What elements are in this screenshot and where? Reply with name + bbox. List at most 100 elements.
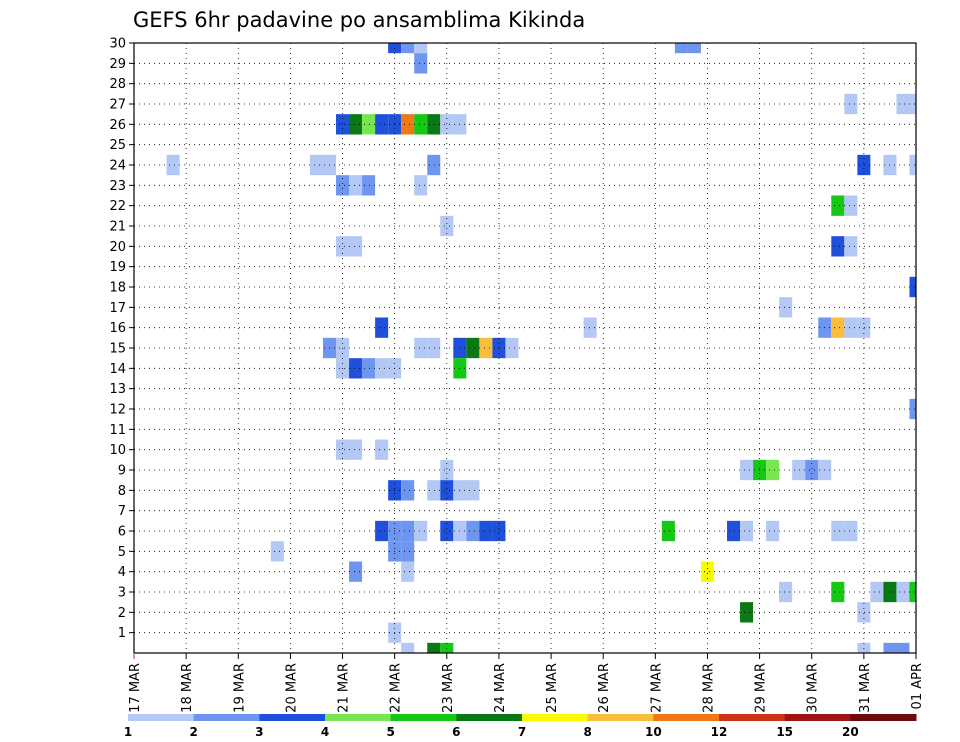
- y-tick-label: 8: [118, 484, 126, 499]
- precip-cell: [831, 195, 845, 216]
- y-tick-label: 16: [109, 321, 126, 336]
- precip-cell: [466, 480, 480, 501]
- precip-cell: [270, 541, 284, 562]
- colorbar-label: 12: [711, 725, 728, 739]
- y-tick-label: 3: [118, 586, 126, 601]
- precip-cell: [427, 480, 441, 501]
- y-tick-label: 26: [109, 118, 126, 133]
- precip-cell: [492, 520, 506, 542]
- precip-cell: [700, 561, 714, 582]
- precip-cell: [336, 236, 350, 257]
- precip-cell: [440, 642, 454, 653]
- precip-cell: [401, 520, 415, 542]
- colorbar-label: 7: [518, 725, 526, 739]
- precip-cell: [336, 175, 350, 196]
- colorbar-swatch: [456, 714, 523, 721]
- precip-cell: [831, 581, 845, 603]
- precip-cell: [440, 480, 454, 501]
- y-tick-label: 2: [118, 606, 126, 621]
- y-axis: 1234567891011121314151617181920212223242…: [109, 37, 134, 641]
- precip-cell: [427, 642, 441, 653]
- precip-cell: [362, 114, 376, 135]
- y-tick-label: 6: [118, 525, 126, 540]
- y-tick-label: 11: [109, 423, 126, 438]
- precip-cell: [375, 358, 389, 379]
- precip-cell: [440, 520, 454, 542]
- colorbar-swatch: [390, 714, 457, 721]
- colorbar-swatch: [128, 714, 195, 721]
- precip-cell: [362, 358, 376, 379]
- precip-cell: [375, 520, 389, 542]
- y-tick-label: 28: [109, 77, 126, 92]
- precip-cell: [414, 53, 428, 74]
- y-tick-label: 14: [109, 362, 126, 377]
- x-tick-label: 25 MAR: [545, 663, 560, 713]
- precip-cell: [414, 175, 428, 196]
- precip-cell: [466, 337, 480, 359]
- precip-cell: [440, 114, 454, 135]
- precip-cell: [727, 520, 741, 542]
- y-tick-label: 5: [118, 545, 126, 560]
- heatmap-cells: [166, 43, 916, 653]
- precip-cell: [479, 337, 493, 359]
- precip-cell: [414, 43, 428, 54]
- colorbar-label: 15: [776, 725, 793, 739]
- colorbar-label: 20: [842, 725, 859, 739]
- y-tick-label: 1: [118, 626, 126, 641]
- precip-cell: [349, 114, 363, 135]
- y-tick-label: 23: [109, 179, 126, 194]
- precip-cell: [857, 642, 871, 653]
- precip-cell: [375, 317, 389, 338]
- precip-cell: [740, 520, 754, 542]
- precip-cell: [687, 43, 701, 54]
- grid-lines: [134, 43, 916, 653]
- precip-cell: [909, 581, 916, 603]
- colorbar: 1 2 3 4 5 6 7 8 10 12 15 20: [124, 714, 917, 739]
- colorbar-swatch: [587, 714, 654, 721]
- x-tick-label: 31 MAR: [858, 663, 873, 713]
- precip-cell: [583, 317, 597, 338]
- x-tick-label: 18 MAR: [180, 663, 195, 713]
- colorbar-swatch: [784, 714, 851, 721]
- precip-cell: [427, 337, 441, 359]
- precip-cell: [349, 439, 363, 460]
- x-tick-label: 30 MAR: [806, 663, 821, 713]
- precip-cell: [831, 520, 845, 542]
- y-tick-label: 30: [109, 37, 126, 52]
- precip-cell: [336, 114, 350, 135]
- precip-cell: [896, 642, 910, 653]
- colorbar-label: 1: [124, 725, 132, 739]
- x-axis: 17 MAR 18 MAR 19 MAR 20 MAR 21 MAR 22 MAR 23 M…: [128, 653, 925, 713]
- x-tick-label: 28 MAR: [701, 663, 716, 713]
- colorbar-label: 5: [386, 725, 394, 739]
- precip-cell: [857, 154, 871, 176]
- colorbar-swatch: [850, 714, 917, 721]
- precip-cell: [401, 642, 415, 653]
- precip-cell: [870, 581, 884, 603]
- precip-cell: [740, 459, 754, 481]
- y-tick-label: 20: [109, 240, 126, 255]
- precip-cell: [909, 93, 916, 115]
- precip-cell: [349, 236, 363, 257]
- precip-cell: [674, 43, 688, 54]
- precip-cell: [805, 459, 819, 481]
- precip-cell: [362, 175, 376, 196]
- precip-cell: [779, 581, 793, 603]
- y-tick-label: 21: [109, 220, 126, 235]
- y-tick-label: 24: [109, 159, 126, 174]
- precip-cell: [896, 581, 910, 603]
- precip-cell: [401, 561, 415, 582]
- colorbar-label: 2: [189, 725, 197, 739]
- precip-cell: [401, 114, 415, 135]
- precip-cell: [166, 154, 180, 176]
- x-tick-label: 19 MAR: [232, 663, 247, 713]
- chart-title: GEFS 6hr padavine po ansamblima Kikinda: [133, 8, 585, 32]
- precip-cell: [779, 297, 793, 318]
- precip-cell: [440, 459, 454, 481]
- y-tick-label: 13: [109, 382, 126, 397]
- precip-cell: [505, 337, 519, 359]
- x-tick-label: 17 MAR: [128, 663, 143, 713]
- precip-cell: [844, 520, 858, 542]
- y-tick-label: 4: [118, 565, 126, 580]
